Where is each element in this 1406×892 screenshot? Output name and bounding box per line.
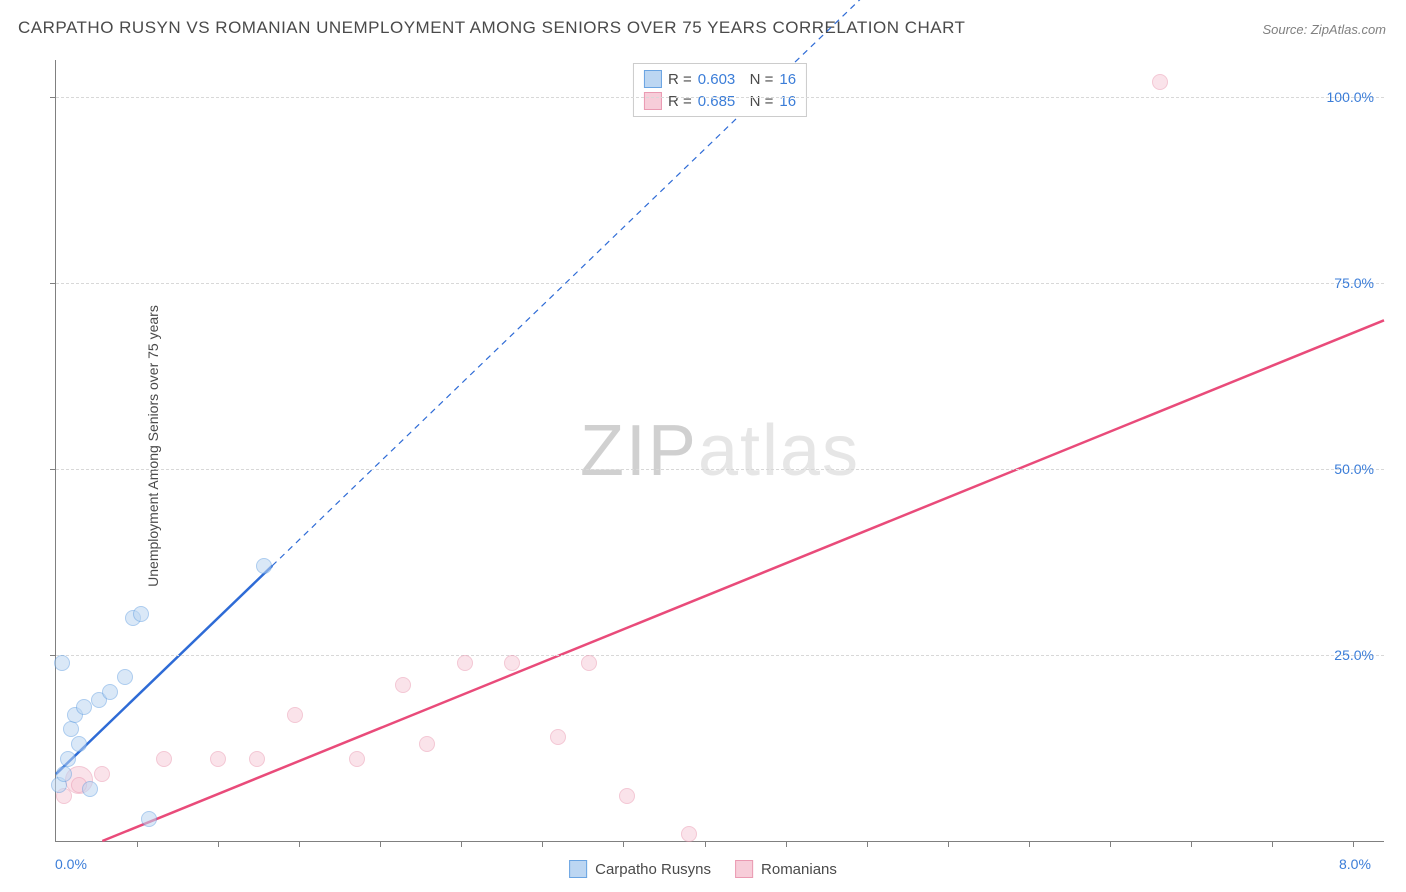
legend-swatch <box>735 860 753 878</box>
grid-line <box>56 469 1384 470</box>
scatter-point-b <box>581 655 597 671</box>
y-tick-label: 25.0% <box>1334 647 1374 663</box>
x-tick <box>299 841 300 847</box>
trend-line-a <box>56 566 272 774</box>
y-tick-label: 75.0% <box>1334 275 1374 291</box>
y-tick <box>50 283 56 284</box>
legend-r-label: R = <box>668 71 692 88</box>
x-tick <box>461 841 462 847</box>
scatter-point-b <box>156 751 172 767</box>
legend-stats-row: R = 0.685 N = 16 <box>644 90 796 112</box>
scatter-point-a <box>141 811 157 827</box>
x-tick <box>1191 841 1192 847</box>
scatter-point-b <box>94 766 110 782</box>
scatter-point-a <box>133 606 149 622</box>
scatter-point-b <box>287 707 303 723</box>
y-tick <box>50 469 56 470</box>
scatter-point-b <box>1152 74 1168 90</box>
x-tick <box>1110 841 1111 847</box>
scatter-point-a <box>63 721 79 737</box>
legend-swatch <box>644 70 662 88</box>
legend-n-value: 16 <box>779 93 796 110</box>
y-tick <box>50 655 56 656</box>
scatter-point-b <box>419 736 435 752</box>
x-tick <box>218 841 219 847</box>
x-tick <box>623 841 624 847</box>
scatter-point-b <box>349 751 365 767</box>
scatter-point-a <box>256 558 272 574</box>
legend-series-item: Carpatho Rusyns <box>569 860 711 878</box>
scatter-point-b <box>457 655 473 671</box>
scatter-point-a <box>117 669 133 685</box>
legend-swatch <box>569 860 587 878</box>
x-tick <box>867 841 868 847</box>
legend-swatch <box>644 92 662 110</box>
legend-r-value: 0.685 <box>698 93 736 110</box>
scatter-point-a <box>56 766 72 782</box>
grid-line <box>56 97 1384 98</box>
legend-r-value: 0.603 <box>698 71 736 88</box>
scatter-point-b <box>395 677 411 693</box>
legend-r-label: R = <box>668 93 692 110</box>
grid-line <box>56 655 1384 656</box>
y-tick-label: 100.0% <box>1327 89 1374 105</box>
x-tick <box>705 841 706 847</box>
scatter-point-b <box>681 826 697 842</box>
scatter-point-a <box>82 781 98 797</box>
scatter-point-a <box>102 684 118 700</box>
x-tick <box>137 841 138 847</box>
scatter-point-b <box>619 788 635 804</box>
legend-series-label: Romanians <box>761 861 837 878</box>
legend-n-value: 16 <box>779 71 796 88</box>
grid-line <box>56 283 1384 284</box>
source-credit: Source: ZipAtlas.com <box>1262 22 1386 37</box>
y-tick-label: 50.0% <box>1334 461 1374 477</box>
x-tick <box>786 841 787 847</box>
legend-n-label: N = <box>741 93 773 110</box>
legend-series-item: Romanians <box>735 860 837 878</box>
legend-series-label: Carpatho Rusyns <box>595 861 711 878</box>
x-axis-min-label: 0.0% <box>55 856 87 872</box>
legend-n-label: N = <box>741 71 773 88</box>
trend-line-b <box>102 320 1384 841</box>
y-tick <box>50 97 56 98</box>
trend-lines-svg <box>56 60 1384 841</box>
x-tick <box>948 841 949 847</box>
scatter-point-a <box>60 751 76 767</box>
x-tick <box>1029 841 1030 847</box>
scatter-point-a <box>76 699 92 715</box>
x-axis-max-label: 8.0% <box>1339 856 1371 872</box>
scatter-point-a <box>54 655 70 671</box>
scatter-point-a <box>71 736 87 752</box>
legend-stats: R = 0.603 N = 16R = 0.685 N = 16 <box>633 63 807 117</box>
x-tick <box>380 841 381 847</box>
plot-area: ZIPatlas R = 0.603 N = 16R = 0.685 N = 1… <box>55 60 1384 842</box>
scatter-point-b <box>210 751 226 767</box>
scatter-point-b <box>550 729 566 745</box>
chart-title: CARPATHO RUSYN VS ROMANIAN UNEMPLOYMENT … <box>18 18 965 38</box>
legend-stats-row: R = 0.603 N = 16 <box>644 68 796 90</box>
legend-series: Carpatho Rusyns Romanians <box>569 860 837 878</box>
x-tick <box>1353 841 1354 847</box>
scatter-point-b <box>504 655 520 671</box>
x-tick <box>542 841 543 847</box>
scatter-point-b <box>249 751 265 767</box>
x-tick <box>1272 841 1273 847</box>
